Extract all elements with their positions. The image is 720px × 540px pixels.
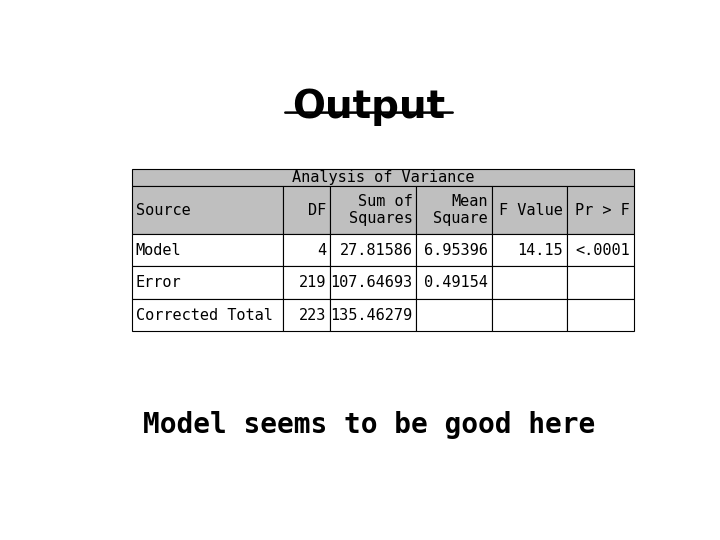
Bar	[132, 299, 282, 332]
Text: DF: DF	[307, 202, 326, 218]
Bar	[567, 299, 634, 332]
Bar	[330, 299, 416, 332]
Bar	[330, 234, 416, 266]
Text: <.0001: <.0001	[575, 243, 630, 258]
Text: Pr > F: Pr > F	[575, 202, 630, 218]
Text: 223: 223	[299, 308, 326, 322]
Bar	[567, 186, 634, 234]
Bar	[132, 186, 282, 234]
Bar	[492, 234, 567, 266]
Bar	[132, 266, 282, 299]
Bar	[282, 234, 330, 266]
Bar	[416, 266, 492, 299]
Text: Analysis of Variance: Analysis of Variance	[292, 170, 474, 185]
Text: Output: Output	[292, 87, 446, 126]
Bar	[567, 234, 634, 266]
Bar	[567, 266, 634, 299]
Text: Source: Source	[136, 202, 191, 218]
Text: 4: 4	[317, 243, 326, 258]
Bar	[492, 186, 567, 234]
Bar	[492, 299, 567, 332]
Text: 0.49154: 0.49154	[424, 275, 488, 290]
Text: 14.15: 14.15	[518, 243, 563, 258]
Bar	[416, 186, 492, 234]
Bar	[492, 266, 567, 299]
Bar	[282, 266, 330, 299]
Text: Sum of
Squares: Sum of Squares	[348, 194, 413, 226]
Text: Mean
Square: Mean Square	[433, 194, 488, 226]
Text: Model: Model	[136, 243, 181, 258]
Text: Error: Error	[136, 275, 181, 290]
Text: 219: 219	[299, 275, 326, 290]
Text: 135.46279: 135.46279	[330, 308, 413, 322]
Bar	[330, 266, 416, 299]
Text: 27.81586: 27.81586	[340, 243, 413, 258]
Text: Corrected Total: Corrected Total	[136, 308, 273, 322]
Bar	[416, 299, 492, 332]
Bar	[330, 186, 416, 234]
Text: 6.95396: 6.95396	[424, 243, 488, 258]
Text: Model seems to be good here: Model seems to be good here	[143, 411, 595, 439]
Bar	[416, 234, 492, 266]
Bar	[282, 299, 330, 332]
Bar	[132, 234, 282, 266]
Text: 107.64693: 107.64693	[330, 275, 413, 290]
Bar	[132, 168, 634, 186]
Text: F Value: F Value	[499, 202, 563, 218]
Bar	[282, 186, 330, 234]
